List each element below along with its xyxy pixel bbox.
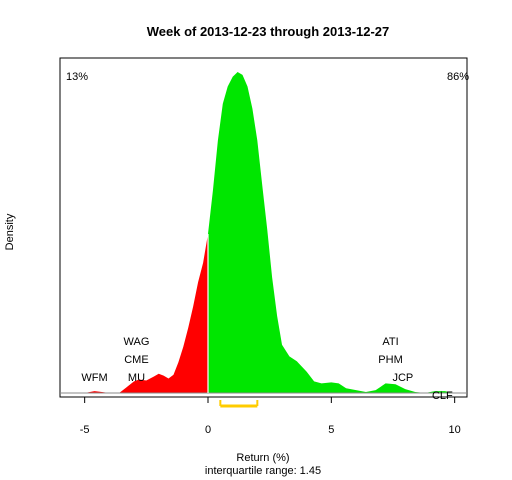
ticker-label: WFM	[81, 372, 107, 384]
ticker-label: PHM	[378, 354, 402, 366]
density-negative-area	[84, 233, 208, 393]
y-axis-label: Density	[4, 213, 16, 250]
chart-title: Week of 2013-12-23 through 2013-12-27	[147, 24, 390, 39]
x-axis: -5 0 5 10	[80, 396, 461, 436]
ticker-label: JCP	[392, 372, 413, 384]
ticker-label: MU	[128, 372, 145, 384]
ticker-label: WAG	[124, 336, 150, 348]
x-tick-label: 0	[205, 424, 211, 436]
x-axis-label: Return (%)	[236, 452, 289, 464]
ticker-label: CME	[124, 354, 148, 366]
x-tick-label: -5	[80, 424, 90, 436]
x-tick-label: 5	[328, 424, 334, 436]
density-layer	[84, 72, 455, 393]
ticker-label: ATI	[382, 336, 398, 348]
x-tick-label: 10	[449, 424, 461, 436]
pct-positive-label: 86%	[447, 71, 469, 83]
iqr-subtitle: interquartile range: 1.45	[205, 465, 321, 477]
pct-negative-label: 13%	[66, 71, 88, 83]
density-positive-area	[208, 72, 455, 393]
ticker-labels: WFM MU CME WAG ATI PHM JCP CLF	[81, 336, 453, 402]
ticker-label: CLF	[432, 390, 453, 402]
iqr-bracket	[219, 400, 259, 408]
